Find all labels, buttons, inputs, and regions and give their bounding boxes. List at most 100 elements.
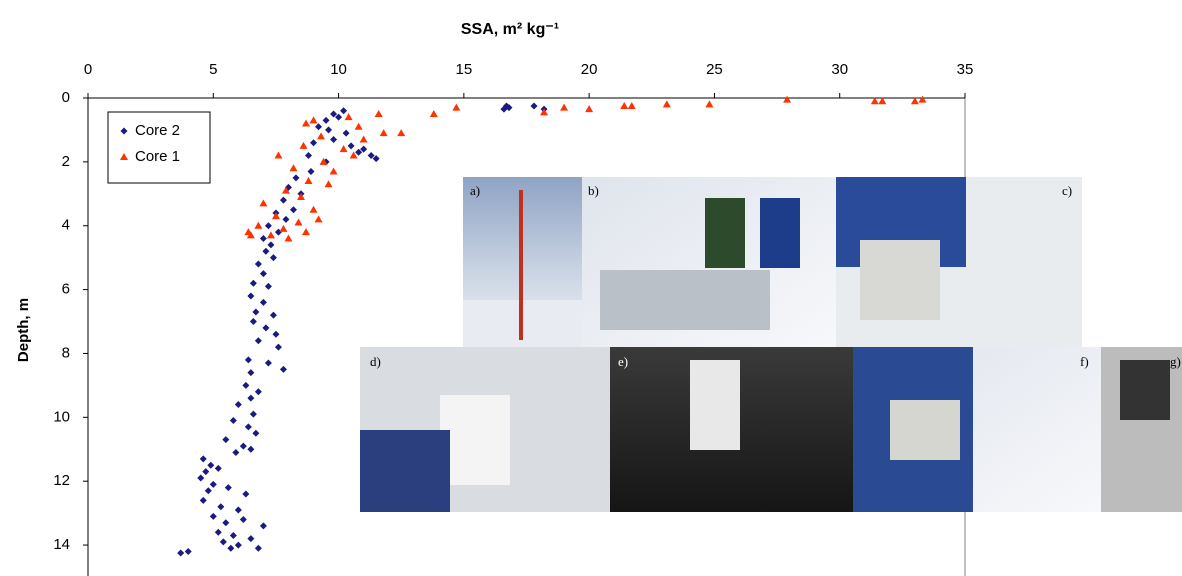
point [252, 308, 260, 316]
point [397, 129, 406, 137]
point [282, 215, 290, 223]
point [530, 102, 538, 110]
point [229, 417, 237, 425]
point [279, 196, 287, 204]
point [254, 260, 262, 268]
point [339, 145, 348, 153]
x-tick-label: 20 [581, 61, 598, 78]
point [222, 519, 230, 527]
point [177, 549, 185, 557]
y-tick-label: 8 [62, 344, 70, 361]
point [232, 448, 240, 456]
x-tick-label: 35 [957, 61, 974, 78]
point [234, 541, 242, 549]
point [878, 97, 887, 105]
y-tick-label: 14 [53, 536, 70, 553]
point [249, 410, 257, 418]
photo-label: e) [618, 354, 628, 369]
point [272, 330, 280, 338]
x-tick-label: 5 [209, 61, 217, 78]
point [910, 97, 919, 105]
point [360, 145, 368, 153]
point [227, 544, 235, 552]
y-tick-label: 4 [62, 217, 70, 234]
point [264, 359, 272, 367]
point [372, 155, 380, 163]
point [620, 101, 629, 109]
point [204, 487, 212, 495]
point [347, 142, 355, 150]
x-tick-label: 10 [330, 61, 347, 78]
point [274, 228, 282, 236]
point [304, 177, 313, 185]
point [324, 180, 333, 188]
photo-person [760, 198, 800, 268]
legend-marker [120, 127, 128, 135]
photo-boxes [600, 270, 770, 330]
y-tick-label: 10 [53, 408, 70, 425]
point [259, 298, 267, 306]
point [266, 231, 275, 239]
point [301, 119, 310, 127]
point [259, 270, 267, 278]
y-tick-label: 6 [62, 281, 70, 298]
point [207, 461, 215, 469]
photo-instrument [690, 360, 740, 450]
point [244, 423, 252, 431]
photo-sleeve [360, 430, 450, 512]
point [264, 222, 272, 230]
point [870, 97, 879, 105]
legend-label: Core 2 [135, 122, 180, 139]
y-tick-label: 12 [53, 472, 70, 489]
point [217, 503, 225, 511]
point [705, 100, 714, 108]
point [254, 388, 262, 396]
point [296, 192, 305, 200]
point [292, 174, 300, 182]
point [317, 132, 326, 140]
point [254, 221, 263, 229]
point [269, 311, 277, 319]
point [314, 215, 323, 223]
point [289, 206, 297, 214]
point [309, 205, 318, 213]
point [184, 547, 192, 555]
photo-sample [440, 395, 510, 485]
plot-area: 0 5 10 15 20 25 30 35 0 2 4 6 8 10 12 14 [53, 61, 973, 576]
point [310, 139, 318, 147]
legend: Core 2 Core 1 [107, 111, 211, 184]
x-tick-label: 0 [84, 61, 92, 78]
point [242, 490, 250, 498]
point [335, 113, 343, 121]
point [322, 116, 330, 124]
point [294, 218, 303, 226]
point [299, 141, 308, 149]
y-tick-label: 2 [62, 153, 70, 170]
point [281, 186, 290, 194]
point [330, 136, 338, 144]
point [239, 516, 247, 524]
point [219, 538, 227, 546]
point [247, 292, 255, 300]
series [244, 95, 927, 242]
point [307, 167, 315, 175]
chart-title: SSA, m² kg⁻¹ [461, 21, 559, 38]
x-tick-label: 30 [831, 61, 848, 78]
x-tick-label: 15 [456, 61, 473, 78]
photo-mast [519, 190, 523, 340]
point [340, 107, 348, 115]
point [262, 247, 270, 255]
point [301, 228, 310, 236]
point [259, 199, 268, 207]
point [354, 122, 363, 130]
point [379, 129, 388, 137]
point [274, 151, 283, 159]
point [254, 337, 262, 345]
point [234, 401, 242, 409]
point [374, 109, 383, 117]
point [244, 228, 253, 236]
y-tick-label: 0 [62, 89, 70, 106]
point [222, 436, 230, 444]
point [209, 480, 217, 488]
